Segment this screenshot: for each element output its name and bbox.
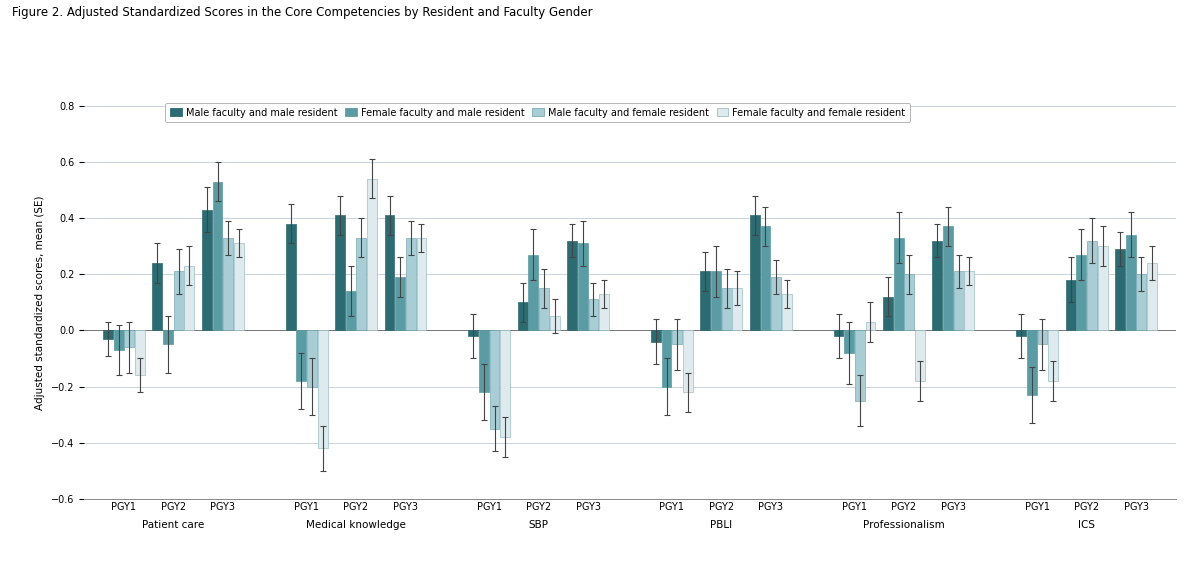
Legend: Male faculty and male resident, Female faculty and male resident, Male faculty a: Male faculty and male resident, Female f… [166, 103, 910, 122]
Bar [761, 227, 770, 330]
Bar [750, 215, 760, 330]
Bar [539, 288, 548, 330]
Bar [1115, 249, 1126, 330]
Bar [307, 330, 317, 387]
Bar [701, 271, 710, 330]
Bar [528, 255, 539, 330]
Bar [650, 330, 661, 342]
Bar [845, 330, 854, 353]
Bar [517, 302, 528, 330]
Bar [865, 322, 876, 330]
Bar [588, 299, 599, 330]
Bar [732, 288, 743, 330]
Bar [234, 243, 244, 330]
Text: ICS: ICS [1078, 520, 1096, 530]
Bar [1098, 246, 1108, 330]
Text: PBLI: PBLI [710, 520, 732, 530]
Bar [152, 263, 162, 330]
Bar [114, 330, 124, 350]
Bar [1136, 274, 1146, 330]
Bar [772, 277, 781, 330]
Bar [905, 274, 914, 330]
Text: Professionalism: Professionalism [863, 520, 944, 530]
Bar [1027, 330, 1037, 395]
Bar [356, 238, 366, 330]
Bar [296, 330, 306, 381]
Bar [599, 294, 610, 330]
Bar [174, 271, 184, 330]
Bar [1147, 263, 1157, 330]
Bar [468, 330, 478, 336]
Bar [416, 238, 426, 330]
Bar [932, 241, 942, 330]
Bar [914, 330, 925, 381]
Bar [384, 215, 395, 330]
Bar [103, 330, 113, 339]
Y-axis label: Adjusted standardized scores, mean (SE): Adjusted standardized scores, mean (SE) [35, 195, 46, 410]
Bar [661, 330, 672, 387]
Bar [500, 330, 510, 437]
Bar [212, 181, 222, 330]
Bar [1016, 330, 1026, 336]
Bar [479, 330, 488, 392]
Bar [1066, 280, 1075, 330]
Bar [854, 330, 865, 400]
Bar [1126, 235, 1135, 330]
Bar [954, 271, 964, 330]
Bar [1087, 241, 1097, 330]
Bar [965, 271, 974, 330]
Bar [346, 291, 355, 330]
Bar [286, 224, 295, 330]
Bar [712, 271, 721, 330]
Bar [568, 241, 577, 330]
Text: SBP: SBP [529, 520, 548, 530]
Bar [721, 288, 732, 330]
Bar [223, 238, 233, 330]
Bar [125, 330, 134, 348]
Bar [1048, 330, 1058, 381]
Text: Figure 2. Adjusted Standardized Scores in the Core Competencies by Resident and : Figure 2. Adjusted Standardized Scores i… [12, 6, 593, 19]
Bar [185, 266, 194, 330]
Bar [683, 330, 692, 392]
Bar [395, 277, 406, 330]
Bar [834, 330, 844, 336]
Bar [1038, 330, 1048, 345]
Bar [578, 243, 588, 330]
Bar [550, 316, 559, 330]
Bar [1076, 255, 1086, 330]
Text: Medical knowledge: Medical knowledge [306, 520, 406, 530]
Bar [202, 210, 212, 330]
Bar [367, 178, 377, 330]
Bar [406, 238, 415, 330]
Bar [490, 330, 499, 429]
Bar [883, 296, 893, 330]
Bar [672, 330, 682, 345]
Bar [943, 227, 953, 330]
Bar [335, 215, 346, 330]
Bar [163, 330, 173, 345]
Bar [894, 238, 904, 330]
Text: Patient care: Patient care [143, 520, 204, 530]
Bar [782, 294, 792, 330]
Bar [134, 330, 145, 375]
Bar [318, 330, 328, 448]
